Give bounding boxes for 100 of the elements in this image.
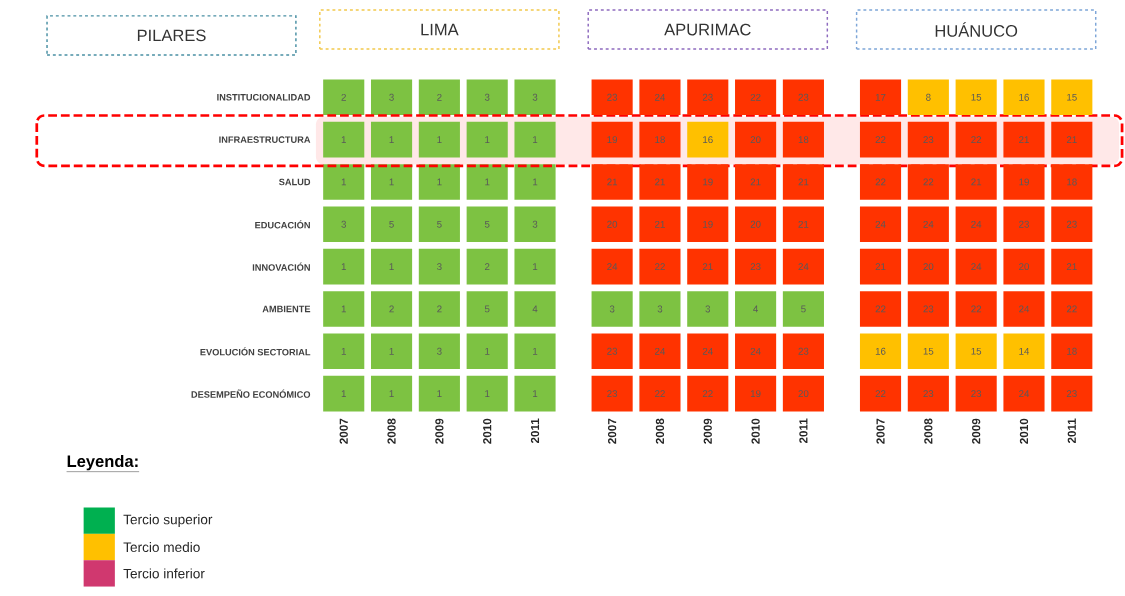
data-label: 23 <box>1019 220 1029 228</box>
data-label: 22 <box>875 305 886 313</box>
data-label: 22 <box>750 93 761 101</box>
data-label: 22 <box>875 390 886 397</box>
data-label: 23 <box>702 93 713 101</box>
data-label: 23 <box>750 263 761 270</box>
data-label: 22 <box>702 390 713 397</box>
chart-title: LIMA <box>421 23 459 36</box>
data-label: 1 <box>389 390 394 397</box>
data-label: 19 <box>703 178 713 186</box>
data-label: 3 <box>437 347 442 355</box>
data-label: 3 <box>657 305 663 313</box>
data-label: 23 <box>923 305 934 313</box>
x-tick-label: 2007 <box>339 418 348 444</box>
data-label: 21 <box>798 220 809 228</box>
data-label: 3 <box>532 93 538 101</box>
x-tick-label: 2010 <box>1019 418 1029 444</box>
data-label: 24 <box>971 263 982 270</box>
data-label: 18 <box>1067 347 1077 355</box>
data-label: 21 <box>655 178 665 186</box>
data-label: 2 <box>484 263 490 270</box>
data-label: 21 <box>971 178 982 186</box>
data-label: 3 <box>437 263 442 270</box>
data-label: 1 <box>389 263 394 270</box>
data-label: 19 <box>607 136 618 143</box>
chart-title: HUÁNUCO <box>935 22 1018 37</box>
y-tick-label: DESEMPEÑO ECONÓMICO <box>191 389 311 398</box>
data-label: 22 <box>923 178 934 186</box>
data-label: 23 <box>607 93 618 101</box>
data-label: 19 <box>703 220 713 228</box>
data-label: 1 <box>485 178 490 186</box>
data-label: 17 <box>875 93 886 101</box>
data-label: 20 <box>750 220 761 228</box>
data-label: 21 <box>875 263 886 270</box>
x-tick-label: 2011 <box>799 418 808 443</box>
data-label: 2 <box>437 305 442 313</box>
data-label: 2 <box>341 93 346 101</box>
data-label: 3 <box>532 220 538 228</box>
y-tick-label: AMBIENTE <box>262 305 311 312</box>
data-label: 3 <box>341 220 347 228</box>
data-label: 24 <box>971 220 982 228</box>
data-label: 22 <box>875 136 886 143</box>
y-tick-label: INNOVACIÓN <box>252 262 310 271</box>
data-label: 5 <box>389 220 394 228</box>
data-label: 23 <box>923 136 934 143</box>
data-label: 21 <box>655 220 665 228</box>
data-label: 3 <box>389 93 394 101</box>
data-label: 8 <box>926 93 931 101</box>
data-label: 23 <box>1066 220 1077 228</box>
x-tick-label: 2009 <box>972 418 981 444</box>
data-label: 22 <box>1066 305 1077 313</box>
data-label: 24 <box>798 263 809 270</box>
data-label: 1 <box>389 136 394 143</box>
data-label: 1 <box>341 263 346 270</box>
data-label: 3 <box>705 305 711 313</box>
data-label: 21 <box>750 178 761 186</box>
data-label: 21 <box>1019 136 1029 143</box>
x-tick-label: 2011 <box>1067 418 1076 443</box>
data-label: 4 <box>753 305 759 313</box>
x-tick-label: 2011 <box>530 418 540 443</box>
data-label: 5 <box>484 220 490 228</box>
text: Leyenda: <box>67 454 138 471</box>
data-label: 24 <box>655 93 666 101</box>
y-tick-label: INFRAESTRUCTURA <box>219 136 311 143</box>
category-label: Tercio inferior <box>123 568 205 579</box>
y-axis-title: PILARES <box>137 29 206 42</box>
data-label: 24 <box>702 347 713 355</box>
data-label: 3 <box>484 93 490 101</box>
data-label: 18 <box>655 136 665 143</box>
data-label: 1 <box>437 390 442 397</box>
data-label: 20 <box>923 263 934 270</box>
data-label: 1 <box>437 178 442 186</box>
data-label: 24 <box>923 220 934 228</box>
data-label: 16 <box>703 136 713 143</box>
data-label: 1 <box>341 136 346 143</box>
y-tick-label: EDUCACIÓN <box>255 220 310 229</box>
data-label: 14 <box>1019 347 1030 355</box>
category-label: Tercio medio <box>123 541 200 552</box>
data-label: 18 <box>1067 178 1077 186</box>
category-label: Tercio superior <box>123 514 213 527</box>
x-tick-label: 2009 <box>435 418 444 444</box>
x-tick-label: 2010 <box>751 418 760 444</box>
data-label: 24 <box>655 347 666 355</box>
data-label: 1 <box>485 347 490 355</box>
data-label: 1 <box>533 263 538 270</box>
data-label: 22 <box>655 390 665 397</box>
y-tick-label: SALUD <box>278 178 311 186</box>
data-label: 1 <box>341 390 346 397</box>
data-label: 20 <box>1019 263 1030 270</box>
data-label: 1 <box>389 347 394 355</box>
data-label: 1 <box>341 305 346 313</box>
data-label: 20 <box>607 220 618 228</box>
data-label: 15 <box>1067 93 1077 101</box>
data-label: 1 <box>485 390 490 397</box>
data-label: 19 <box>750 390 761 397</box>
data-label: 1 <box>533 136 538 143</box>
data-label: 1 <box>341 178 346 186</box>
x-tick-label: 2008 <box>924 418 933 444</box>
data-label: 23 <box>607 347 618 355</box>
data-label: 21 <box>702 263 713 270</box>
